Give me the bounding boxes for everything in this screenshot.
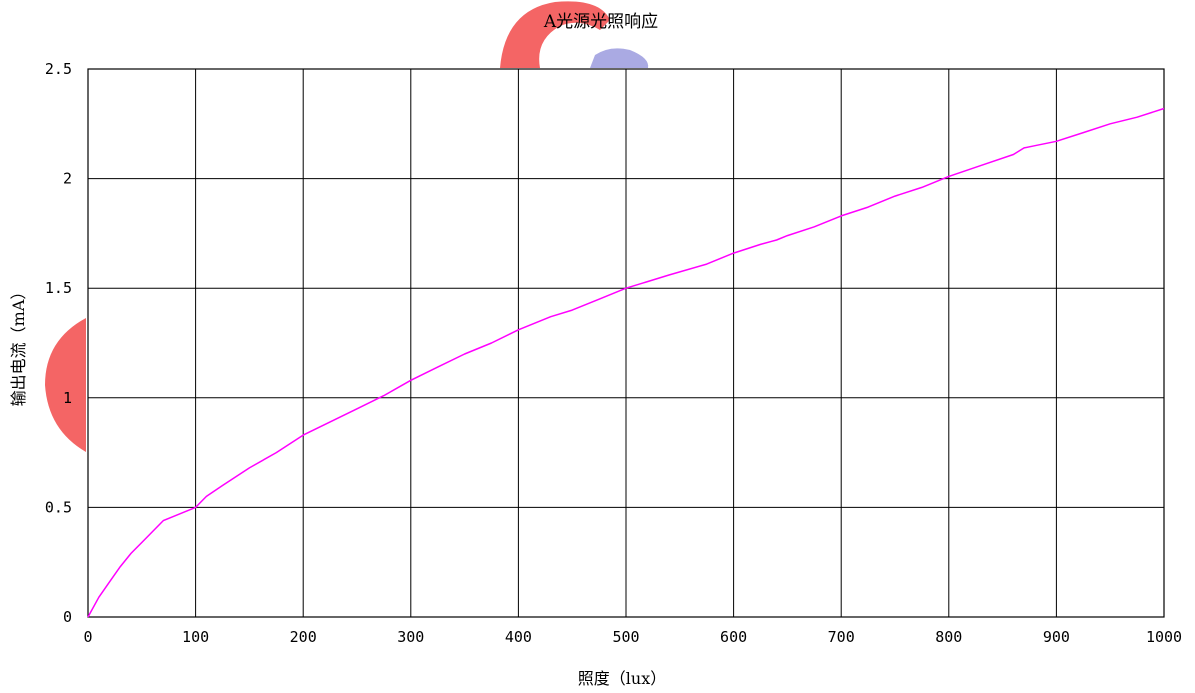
plot-border xyxy=(87,68,1165,618)
y-axis-label: 输出电流（mA） xyxy=(9,284,28,407)
x-axis-label: 照度（lux） xyxy=(578,669,666,688)
series-line xyxy=(87,107,1165,618)
y-tick-label: 2 xyxy=(63,170,72,188)
y-tick-label: 1.5 xyxy=(45,279,72,297)
y-tick-label: 0 xyxy=(63,608,72,626)
x-tick-label: 200 xyxy=(290,628,317,646)
chart-title: A光源光照响应 xyxy=(543,12,658,32)
watermark-logo xyxy=(45,1,649,452)
x-tick-label: 400 xyxy=(505,628,532,646)
y-tick-label: 0.5 xyxy=(45,498,72,516)
x-tick-label: 500 xyxy=(612,628,639,646)
x-tick-label: 0 xyxy=(83,628,92,646)
series-layer xyxy=(87,107,1165,618)
x-tick-label: 700 xyxy=(828,628,855,646)
x-tick-label: 600 xyxy=(720,628,747,646)
x-tick-label: 100 xyxy=(182,628,209,646)
x-tick-label: 1000 xyxy=(1146,628,1182,646)
x-tick-label: 800 xyxy=(935,628,962,646)
grid-lines xyxy=(87,68,1165,618)
y-tick-label: 2.5 xyxy=(45,60,72,78)
y-tick-label: 1 xyxy=(63,389,72,407)
x-tick-label: 900 xyxy=(1043,628,1070,646)
y-tick-labels: 0 0.5 1 1.5 2 2.5 xyxy=(45,60,72,626)
x-tick-labels: 0 100 200 300 400 500 600 700 800 900 1000 xyxy=(83,628,1182,646)
x-tick-label: 300 xyxy=(397,628,424,646)
